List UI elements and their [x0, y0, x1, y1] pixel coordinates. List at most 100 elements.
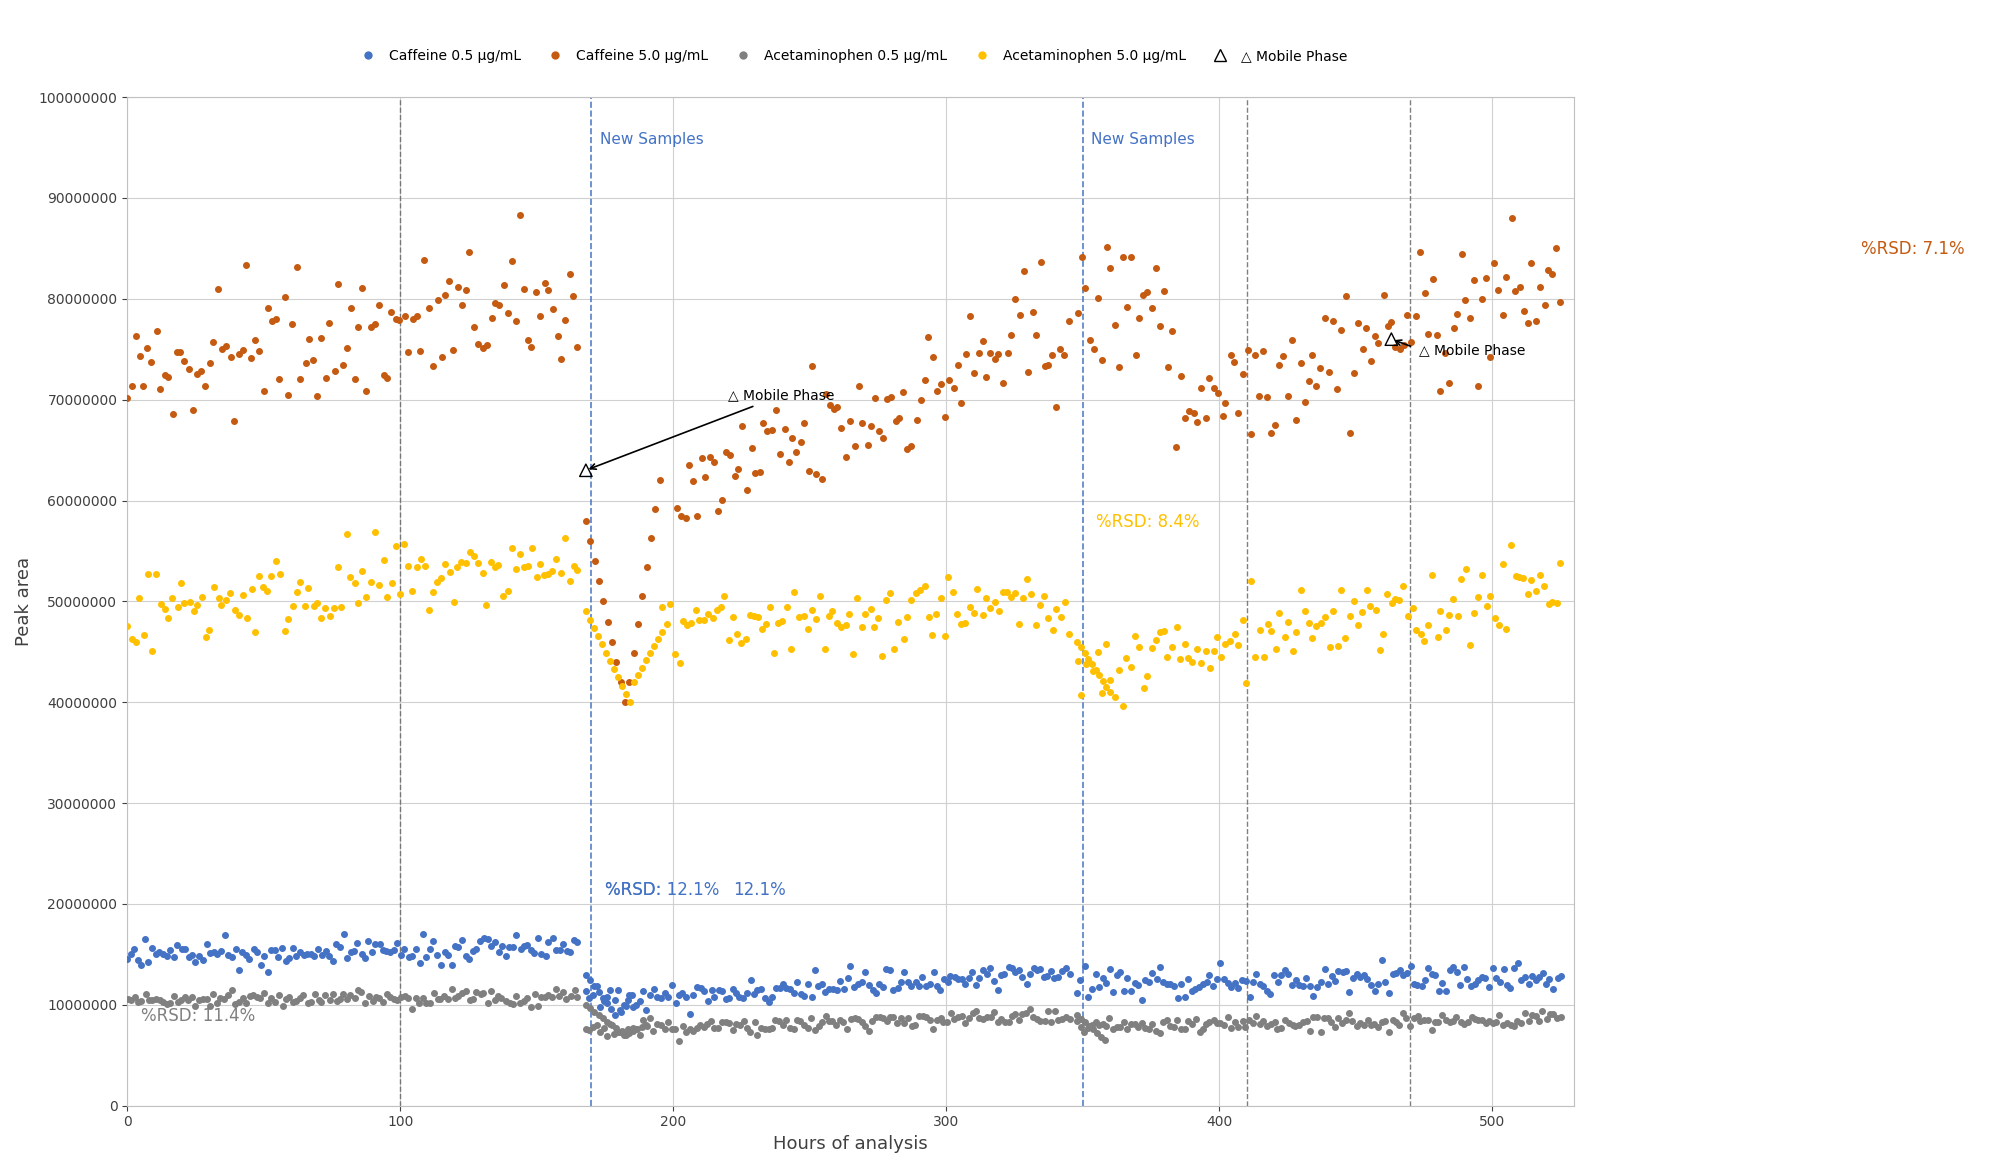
Caffeine 5.0 µg/mL	[574, 531, 606, 550]
Acetaminophen 5.0 µg/mL	[1422, 627, 1454, 646]
Text: New Samples: New Samples	[1092, 132, 1194, 147]
Acetaminophen 5.0 µg/mL	[1296, 628, 1328, 647]
Acetaminophen 5.0 µg/mL	[1094, 670, 1126, 689]
Acetaminophen 0.5 µg/mL	[612, 1024, 644, 1043]
Acetaminophen 0.5 µg/mL	[1534, 1004, 1566, 1023]
Caffeine 5.0 µg/mL	[426, 348, 458, 367]
Caffeine 5.0 µg/mL	[544, 349, 576, 368]
Caffeine 0.5 µg/mL	[594, 981, 626, 1000]
Caffeine 0.5 µg/mL	[634, 986, 666, 1004]
Caffeine 5.0 µg/mL	[1008, 262, 1040, 280]
Acetaminophen 0.5 µg/mL	[294, 993, 326, 1011]
Acetaminophen 0.5 µg/mL	[720, 1015, 752, 1034]
Acetaminophen 0.5 µg/mL	[688, 1017, 720, 1036]
Acetaminophen 5.0 µg/mL	[178, 603, 210, 621]
Caffeine 0.5 µg/mL	[736, 971, 768, 989]
Caffeine 0.5 µg/mL	[1520, 971, 1552, 989]
Caffeine 0.5 µg/mL	[884, 973, 916, 992]
Acetaminophen 5.0 µg/mL	[1156, 638, 1188, 656]
Caffeine 5.0 µg/mL	[678, 471, 710, 489]
Acetaminophen 5.0 µg/mL	[726, 633, 758, 652]
Acetaminophen 5.0 µg/mL	[166, 573, 198, 592]
Acetaminophen 5.0 µg/mL	[1482, 616, 1514, 634]
Acetaminophen 0.5 µg/mL	[872, 1013, 904, 1031]
Caffeine 5.0 µg/mL	[222, 345, 254, 363]
Acetaminophen 0.5 µg/mL	[1404, 1011, 1436, 1030]
Acetaminophen 0.5 µg/mL	[1332, 1003, 1364, 1022]
Acetaminophen 5.0 µg/mL	[812, 606, 844, 625]
Caffeine 5.0 µg/mL	[202, 280, 234, 299]
Acetaminophen 5.0 µg/mL	[1070, 655, 1102, 674]
Acetaminophen 0.5 µg/mL	[628, 1011, 660, 1030]
Caffeine 0.5 µg/mL	[238, 939, 270, 958]
Caffeine 0.5 µg/mL	[1344, 967, 1376, 986]
Caffeine 0.5 µg/mL	[1154, 975, 1186, 994]
Acetaminophen 5.0 µg/mL	[1430, 621, 1462, 640]
Caffeine 0.5 µg/mL	[1436, 958, 1468, 976]
Acetaminophen 5.0 µg/mL	[384, 584, 416, 603]
Caffeine 0.5 µg/mL	[504, 939, 536, 958]
Caffeine 0.5 µg/mL	[1294, 976, 1326, 995]
Caffeine 5.0 µg/mL	[662, 499, 694, 517]
Acetaminophen 0.5 µg/mL	[1082, 1015, 1114, 1034]
Caffeine 5.0 µg/mL	[578, 551, 610, 570]
Caffeine 5.0 µg/mL	[1232, 341, 1264, 360]
Caffeine 5.0 µg/mL	[1412, 325, 1444, 343]
Caffeine 0.5 µg/mL	[1502, 954, 1534, 973]
Caffeine 0.5 µg/mL	[814, 979, 846, 997]
Acetaminophen 0.5 µg/mL	[1158, 1017, 1190, 1036]
Acetaminophen 0.5 µg/mL	[588, 1009, 620, 1028]
Caffeine 5.0 µg/mL	[520, 283, 552, 301]
Caffeine 0.5 µg/mL	[388, 939, 420, 958]
Acetaminophen 0.5 µg/mL	[460, 982, 492, 1001]
Caffeine 5.0 µg/mL	[1016, 303, 1048, 321]
Acetaminophen 0.5 µg/mL	[1072, 1018, 1104, 1037]
Caffeine 5.0 µg/mL	[888, 382, 920, 401]
Acetaminophen 5.0 µg/mL	[1272, 613, 1304, 632]
Caffeine 0.5 µg/mL	[644, 989, 676, 1008]
Caffeine 5.0 µg/mL	[672, 456, 704, 474]
Caffeine 5.0 µg/mL	[856, 417, 888, 436]
Caffeine 0.5 µg/mL	[1490, 975, 1522, 994]
Caffeine 0.5 µg/mL	[1042, 968, 1074, 987]
Acetaminophen 5.0 µg/mL	[1334, 606, 1366, 625]
Acetaminophen 5.0 µg/mL	[858, 617, 890, 635]
Acetaminophen 5.0 µg/mL	[1066, 686, 1098, 704]
Caffeine 0.5 µg/mL	[780, 973, 812, 992]
Caffeine 5.0 µg/mL	[1368, 286, 1400, 305]
Caffeine 0.5 µg/mL	[616, 986, 648, 1004]
Caffeine 5.0 µg/mL	[1330, 287, 1362, 306]
Caffeine 5.0 µg/mL	[132, 339, 164, 357]
Caffeine 0.5 µg/mL	[1144, 958, 1176, 976]
Acetaminophen 5.0 µg/mL	[966, 605, 998, 624]
Caffeine 5.0 µg/mL	[958, 363, 990, 382]
Acetaminophen 0.5 µg/mL	[1516, 1006, 1548, 1024]
Acetaminophen 0.5 µg/mL	[810, 1007, 842, 1026]
Acetaminophen 5.0 µg/mL	[1338, 591, 1370, 610]
Acetaminophen 0.5 µg/mL	[238, 986, 270, 1004]
Acetaminophen 5.0 µg/mL	[614, 693, 646, 711]
Acetaminophen 5.0 µg/mL	[504, 544, 536, 563]
Caffeine 5.0 µg/mL	[1082, 288, 1114, 307]
Caffeine 0.5 µg/mL	[1412, 959, 1444, 978]
Acetaminophen 0.5 µg/mL	[118, 988, 150, 1007]
Acetaminophen 0.5 µg/mL	[1040, 1002, 1072, 1021]
Caffeine 5.0 µg/mL	[666, 507, 698, 526]
Caffeine 5.0 µg/mL	[1094, 259, 1126, 278]
Caffeine 5.0 µg/mL	[630, 557, 662, 576]
Acetaminophen 0.5 µg/mL	[864, 1008, 896, 1027]
Acetaminophen 5.0 µg/mL	[1198, 641, 1230, 660]
Caffeine 0.5 µg/mL	[970, 965, 1002, 983]
Acetaminophen 0.5 µg/mL	[280, 992, 312, 1010]
Acetaminophen 0.5 µg/mL	[418, 983, 450, 1002]
Caffeine 0.5 µg/mL	[366, 940, 398, 959]
Caffeine 0.5 µg/mL	[222, 961, 254, 980]
Caffeine 5.0 µg/mL	[218, 412, 250, 431]
Caffeine 0.5 µg/mL	[176, 946, 208, 965]
Acetaminophen 0.5 µg/mL	[1076, 1020, 1108, 1038]
Acetaminophen 0.5 µg/mL	[1070, 1013, 1102, 1031]
Acetaminophen 0.5 µg/mL	[1460, 1009, 1492, 1028]
Acetaminophen 5.0 µg/mL	[826, 617, 858, 635]
Caffeine 5.0 µg/mL	[814, 396, 846, 415]
Acetaminophen 5.0 µg/mL	[1388, 576, 1420, 595]
